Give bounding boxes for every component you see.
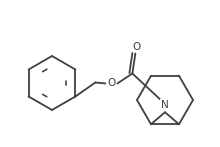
Text: O: O <box>132 41 141 51</box>
Text: O: O <box>107 78 116 88</box>
Text: N: N <box>161 100 169 110</box>
